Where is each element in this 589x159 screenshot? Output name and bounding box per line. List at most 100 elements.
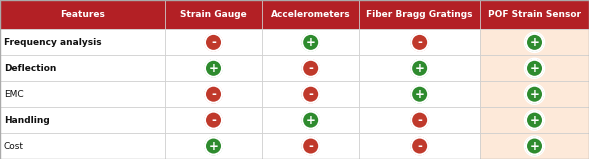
Circle shape (526, 112, 543, 129)
Text: -: - (308, 140, 313, 152)
Text: -: - (308, 62, 313, 75)
Text: Cost: Cost (4, 142, 24, 151)
Circle shape (524, 58, 545, 78)
Bar (480, 81, 589, 107)
Text: +: + (530, 114, 540, 127)
Text: +: + (306, 114, 316, 127)
Text: Fiber Bragg Gratings: Fiber Bragg Gratings (366, 10, 473, 19)
Circle shape (409, 32, 430, 52)
Text: POF Strain Sensor: POF Strain Sensor (488, 10, 581, 19)
Text: -: - (211, 88, 216, 101)
Text: +: + (530, 140, 540, 152)
Circle shape (524, 136, 545, 156)
Circle shape (411, 34, 428, 51)
Circle shape (411, 138, 428, 155)
Bar (359, 81, 480, 107)
Circle shape (526, 60, 543, 77)
Bar (0, 0, 165, 29)
Bar (262, 107, 359, 133)
Bar (0, 81, 165, 107)
Bar (359, 133, 480, 159)
Circle shape (300, 58, 321, 78)
Bar (0, 29, 165, 55)
Text: +: + (415, 62, 425, 75)
Bar (262, 133, 359, 159)
Text: -: - (211, 36, 216, 49)
Circle shape (409, 136, 430, 156)
Circle shape (411, 86, 428, 103)
Circle shape (203, 110, 224, 130)
Circle shape (205, 86, 222, 103)
Text: -: - (417, 36, 422, 49)
Text: Strain Gauge: Strain Gauge (180, 10, 247, 19)
Bar (480, 107, 589, 133)
Text: Frequency analysis: Frequency analysis (4, 38, 102, 47)
Circle shape (205, 60, 222, 77)
Circle shape (526, 138, 543, 155)
Text: -: - (417, 140, 422, 152)
Text: Handling: Handling (4, 116, 49, 125)
Bar (359, 29, 480, 55)
Text: Accelerometers: Accelerometers (271, 10, 350, 19)
Bar (0, 107, 165, 133)
Text: -: - (417, 114, 422, 127)
Text: Deflection: Deflection (4, 64, 57, 73)
Bar (0, 55, 165, 81)
Text: Features: Features (60, 10, 105, 19)
Text: +: + (306, 36, 316, 49)
Circle shape (205, 138, 222, 155)
Bar (359, 0, 480, 29)
Text: -: - (211, 114, 216, 127)
Circle shape (524, 84, 545, 104)
Text: -: - (308, 88, 313, 101)
Circle shape (409, 58, 430, 78)
Circle shape (203, 32, 224, 52)
Circle shape (524, 110, 545, 130)
Circle shape (526, 86, 543, 103)
Bar (262, 0, 359, 29)
Circle shape (300, 110, 321, 130)
Bar (262, 29, 359, 55)
Text: +: + (415, 88, 425, 101)
Circle shape (300, 32, 321, 52)
Circle shape (203, 136, 224, 156)
Circle shape (526, 34, 543, 51)
Text: +: + (530, 36, 540, 49)
Circle shape (203, 58, 224, 78)
Text: +: + (530, 62, 540, 75)
Circle shape (302, 86, 319, 103)
Circle shape (205, 34, 222, 51)
Circle shape (300, 136, 321, 156)
Circle shape (302, 138, 319, 155)
Bar (165, 55, 262, 81)
Text: +: + (209, 140, 219, 152)
Bar (480, 133, 589, 159)
Bar (165, 0, 262, 29)
Bar (165, 107, 262, 133)
Bar (165, 133, 262, 159)
Circle shape (302, 34, 319, 51)
Bar (359, 55, 480, 81)
Circle shape (203, 84, 224, 104)
Bar (262, 81, 359, 107)
Circle shape (411, 112, 428, 129)
Bar (165, 81, 262, 107)
Circle shape (302, 60, 319, 77)
Circle shape (302, 112, 319, 129)
Circle shape (205, 112, 222, 129)
Circle shape (409, 84, 430, 104)
Bar (480, 0, 589, 29)
Bar (165, 29, 262, 55)
Text: +: + (209, 62, 219, 75)
Bar (480, 29, 589, 55)
Bar (262, 55, 359, 81)
Circle shape (411, 60, 428, 77)
Bar (480, 55, 589, 81)
Circle shape (300, 84, 321, 104)
Text: +: + (530, 88, 540, 101)
Text: EMC: EMC (4, 90, 24, 99)
Circle shape (409, 110, 430, 130)
Circle shape (524, 32, 545, 52)
Bar (359, 107, 480, 133)
Bar (0, 133, 165, 159)
